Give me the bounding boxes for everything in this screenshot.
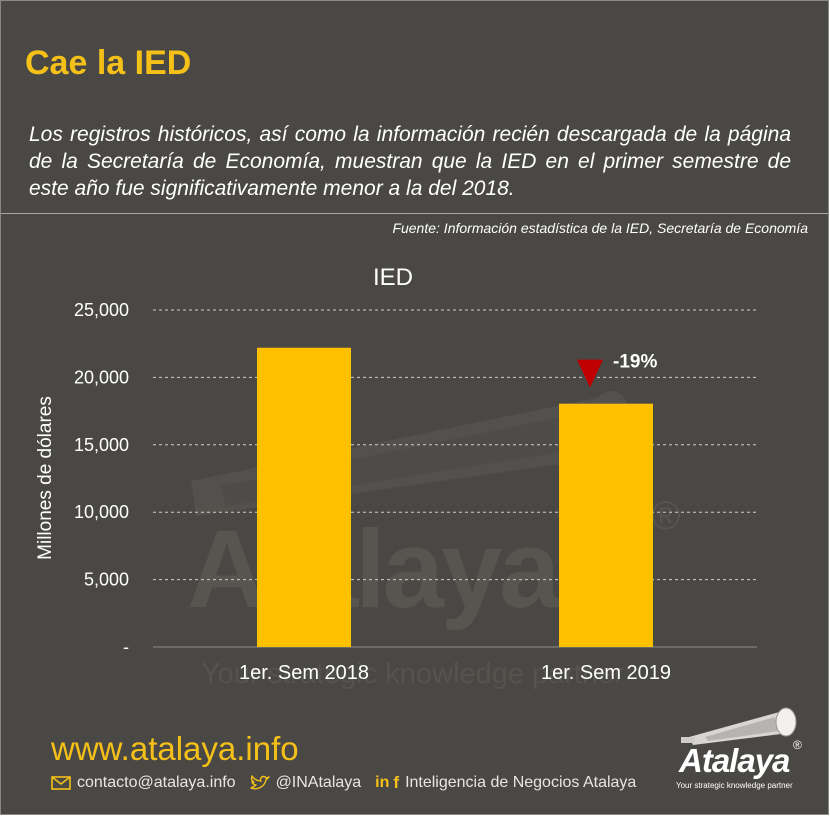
chart-title: IED	[373, 264, 413, 291]
telescope-icon	[681, 707, 797, 745]
y-tick-label: 10,000	[74, 502, 129, 522]
x-tick-label: 1er. Sem 2018	[239, 662, 369, 684]
chart-annotation: -19%	[577, 352, 657, 388]
bar	[559, 403, 653, 647]
change-label: -19%	[613, 352, 657, 373]
website-link[interactable]: www.atalaya.info	[51, 730, 299, 767]
header-divider	[1, 213, 828, 214]
brand-logo: Atalaya ® Your strategic knowledge partn…	[671, 703, 821, 803]
bar	[257, 347, 351, 647]
y-axis-label: Millones de dólares	[35, 396, 56, 560]
y-tick-label: 25,000	[74, 300, 129, 320]
source-note: Fuente: Información estadística de la IE…	[392, 220, 808, 236]
twitter-contact[interactable]: @INAtalaya	[249, 774, 362, 792]
chart-bars	[257, 347, 653, 647]
email-contact[interactable]: contacto@atalaya.info	[51, 774, 236, 792]
watermark-logo-text: Atalaya	[187, 508, 560, 631]
chart-x-ticks: 1er. Sem 2018 1er. Sem 2019	[239, 662, 671, 684]
linkedin-icon: in	[375, 774, 390, 791]
email-address: contacto@atalaya.info	[77, 774, 236, 791]
brand-registered-mark: ®	[793, 738, 802, 752]
twitter-handle: @INAtalaya	[275, 774, 362, 791]
chart-y-ticks: - 5,000 10,000 15,000 20,000 25,000	[74, 300, 129, 657]
company-name: Inteligencia de Negocios Atalaya	[405, 774, 637, 791]
intro-paragraph: Los registros históricos, así como la in…	[29, 123, 791, 200]
y-tick-label: 5,000	[84, 570, 129, 590]
y-tick-label: -	[123, 637, 129, 657]
contact-row: contacto@atalaya.info @INAtalaya in f In…	[51, 772, 650, 794]
brand-name: Atalaya	[679, 742, 790, 779]
ied-bar-chart: IED - 5,000 10,000 15,000 20,000 25,000 Millo…	[35, 264, 757, 684]
twitter-icon	[249, 775, 270, 791]
y-tick-label: 15,000	[74, 435, 129, 455]
chart-gridlines	[153, 309, 757, 648]
social-company-link[interactable]: in f Inteligencia de Negocios Atalaya	[375, 773, 636, 793]
page-title: Cae la IED	[25, 44, 192, 82]
x-tick-label: 1er. Sem 2019	[541, 662, 671, 684]
watermark-registered-mark: ®	[651, 494, 681, 538]
email-icon	[51, 776, 71, 790]
facebook-icon: f	[393, 773, 400, 792]
watermark-tagline: Your strategic knowledge partner	[201, 658, 624, 690]
down-triangle-icon	[577, 359, 603, 388]
brand-tagline: Your strategic knowledge partner	[676, 781, 793, 790]
y-tick-label: 20,000	[74, 367, 129, 387]
